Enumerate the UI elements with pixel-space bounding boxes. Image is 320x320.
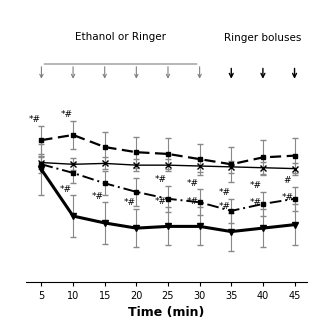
Text: *#: *# — [124, 198, 135, 207]
Text: *#: *# — [218, 202, 230, 211]
Text: *#: *# — [29, 115, 41, 124]
Text: Ethanol or Ringer: Ethanol or Ringer — [75, 32, 166, 42]
X-axis label: Time (min): Time (min) — [128, 306, 204, 319]
Text: Ringer boluses: Ringer boluses — [224, 33, 301, 43]
Text: *#: *# — [187, 197, 199, 206]
Text: #: # — [284, 176, 291, 185]
Text: *#: *# — [155, 197, 167, 206]
Text: *#: *# — [155, 175, 167, 184]
Text: *#: *# — [61, 109, 73, 119]
Text: *#: *# — [250, 181, 262, 190]
Text: *#: *# — [92, 191, 104, 201]
Text: *#: *# — [60, 185, 72, 194]
Text: *#: *# — [187, 179, 199, 188]
Text: *#: *# — [250, 198, 262, 207]
Text: *#: *# — [218, 188, 230, 197]
Text: *#: *# — [282, 193, 293, 202]
